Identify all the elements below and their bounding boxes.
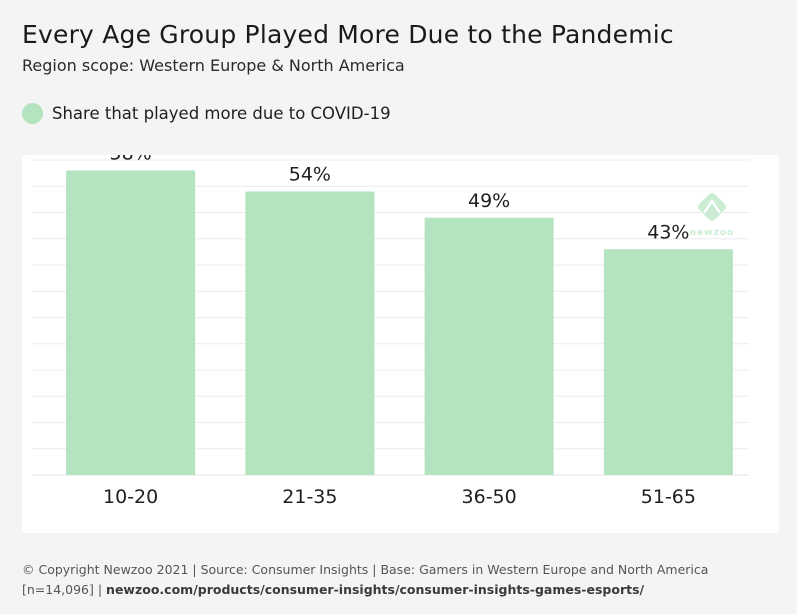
chart-subtitle: Region scope: Western Europe & North Ame… [22,56,405,75]
logo-mark [698,193,726,221]
x-tick-label: 10-20 [103,486,158,508]
footer: © Copyright Newzoo 2021 | Source: Consum… [22,560,708,600]
logo-mark-stroke [702,199,722,214]
data-label: 49% [468,190,510,212]
x-tick-label: 51-65 [641,486,696,508]
bars [66,170,733,475]
x-tick-label: 36-50 [462,486,517,508]
footer-line2: [n=14,096] | newzoo.com/products/consume… [22,580,708,600]
bar-chart: newzoo 58% 54% 49% 43% 10-20 21-35 36-50 51-65 [32,155,749,508]
logo-text: newzoo [690,228,734,238]
bar-21-35 [245,191,375,475]
bar-10-20 [66,170,196,475]
x-axis-ticks: 10-20 21-35 36-50 51-65 [103,486,696,508]
bar-36-50 [424,217,554,475]
data-label: 58% [110,155,152,165]
chart-title: Every Age Group Played More Due to the P… [22,20,674,49]
x-tick-label: 21-35 [282,486,337,508]
footer-link[interactable]: newzoo.com/products/consumer-insights/co… [106,582,645,597]
bar-51-65 [603,249,733,475]
chart-panel: newzoo 58% 54% 49% 43% 10-20 21-35 36-50 51-65 [22,155,779,533]
legend-label: Share that played more due to COVID-19 [52,104,391,123]
data-label: 43% [647,221,689,243]
newzoo-logo: newzoo [690,193,734,238]
data-label: 54% [289,164,331,186]
footer-sample-size: [n=14,096] | [22,582,107,597]
footer-source: © Copyright Newzoo 2021 | Source: Consum… [22,562,709,577]
legend: Share that played more due to COVID-19 [22,103,391,124]
legend-swatch [22,103,43,124]
data-labels: 58% 54% 49% 43% [110,155,690,243]
